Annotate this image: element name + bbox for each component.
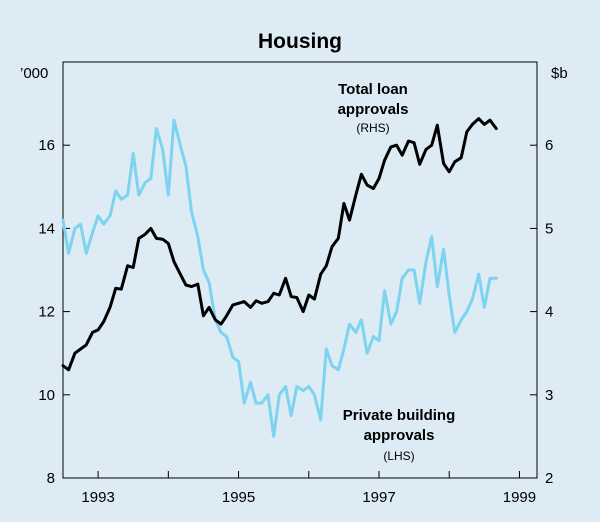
left-axis-labels: 8 10 12 14 16: [38, 137, 55, 487]
building-annotation-line3: (LHS): [383, 449, 414, 463]
series-lines: [61, 117, 498, 438]
left-tick-label: 14: [38, 220, 55, 237]
right-axis-unit: $b: [551, 65, 568, 82]
right-tick-label: 6: [545, 137, 553, 154]
plot-area: [62, 61, 538, 479]
x-tick-label: 1995: [222, 489, 255, 506]
x-tick-label: 1999: [503, 489, 536, 506]
axis-ticks: [63, 144, 537, 479]
left-tick-label: 8: [47, 470, 55, 487]
left-tick-label: 16: [38, 137, 55, 154]
building-annotation-line1: Private building: [343, 407, 456, 424]
loan-annotation-line1: Total loan: [338, 81, 408, 98]
chart-title: Housing: [258, 30, 342, 53]
loan-annotation-line3: (RHS): [356, 121, 389, 135]
right-axis-labels: 2 3 4 5 6: [545, 137, 553, 487]
private-building-approvals-line: [61, 118, 498, 438]
building-annotation-line2: approvals: [364, 427, 435, 444]
right-tick-label: 4: [545, 304, 553, 321]
left-axis-unit: ’000: [20, 65, 48, 82]
left-tick-label: 10: [38, 387, 55, 404]
right-tick-label: 5: [545, 220, 553, 237]
right-tick-label: 3: [545, 387, 553, 404]
loan-annotation-line2: approvals: [338, 101, 409, 118]
right-tick-label: 2: [545, 470, 553, 487]
x-axis-labels: 1993 1995 1997 1999: [81, 489, 536, 506]
x-tick-label: 1997: [362, 489, 395, 506]
total-loan-approvals-line: [61, 117, 498, 372]
building-annotation: Private building approvals (LHS): [343, 407, 456, 463]
left-tick-label: 12: [38, 304, 55, 321]
x-tick-label: 1993: [81, 489, 114, 506]
loan-annotation: Total loan approvals (RHS): [338, 81, 409, 135]
